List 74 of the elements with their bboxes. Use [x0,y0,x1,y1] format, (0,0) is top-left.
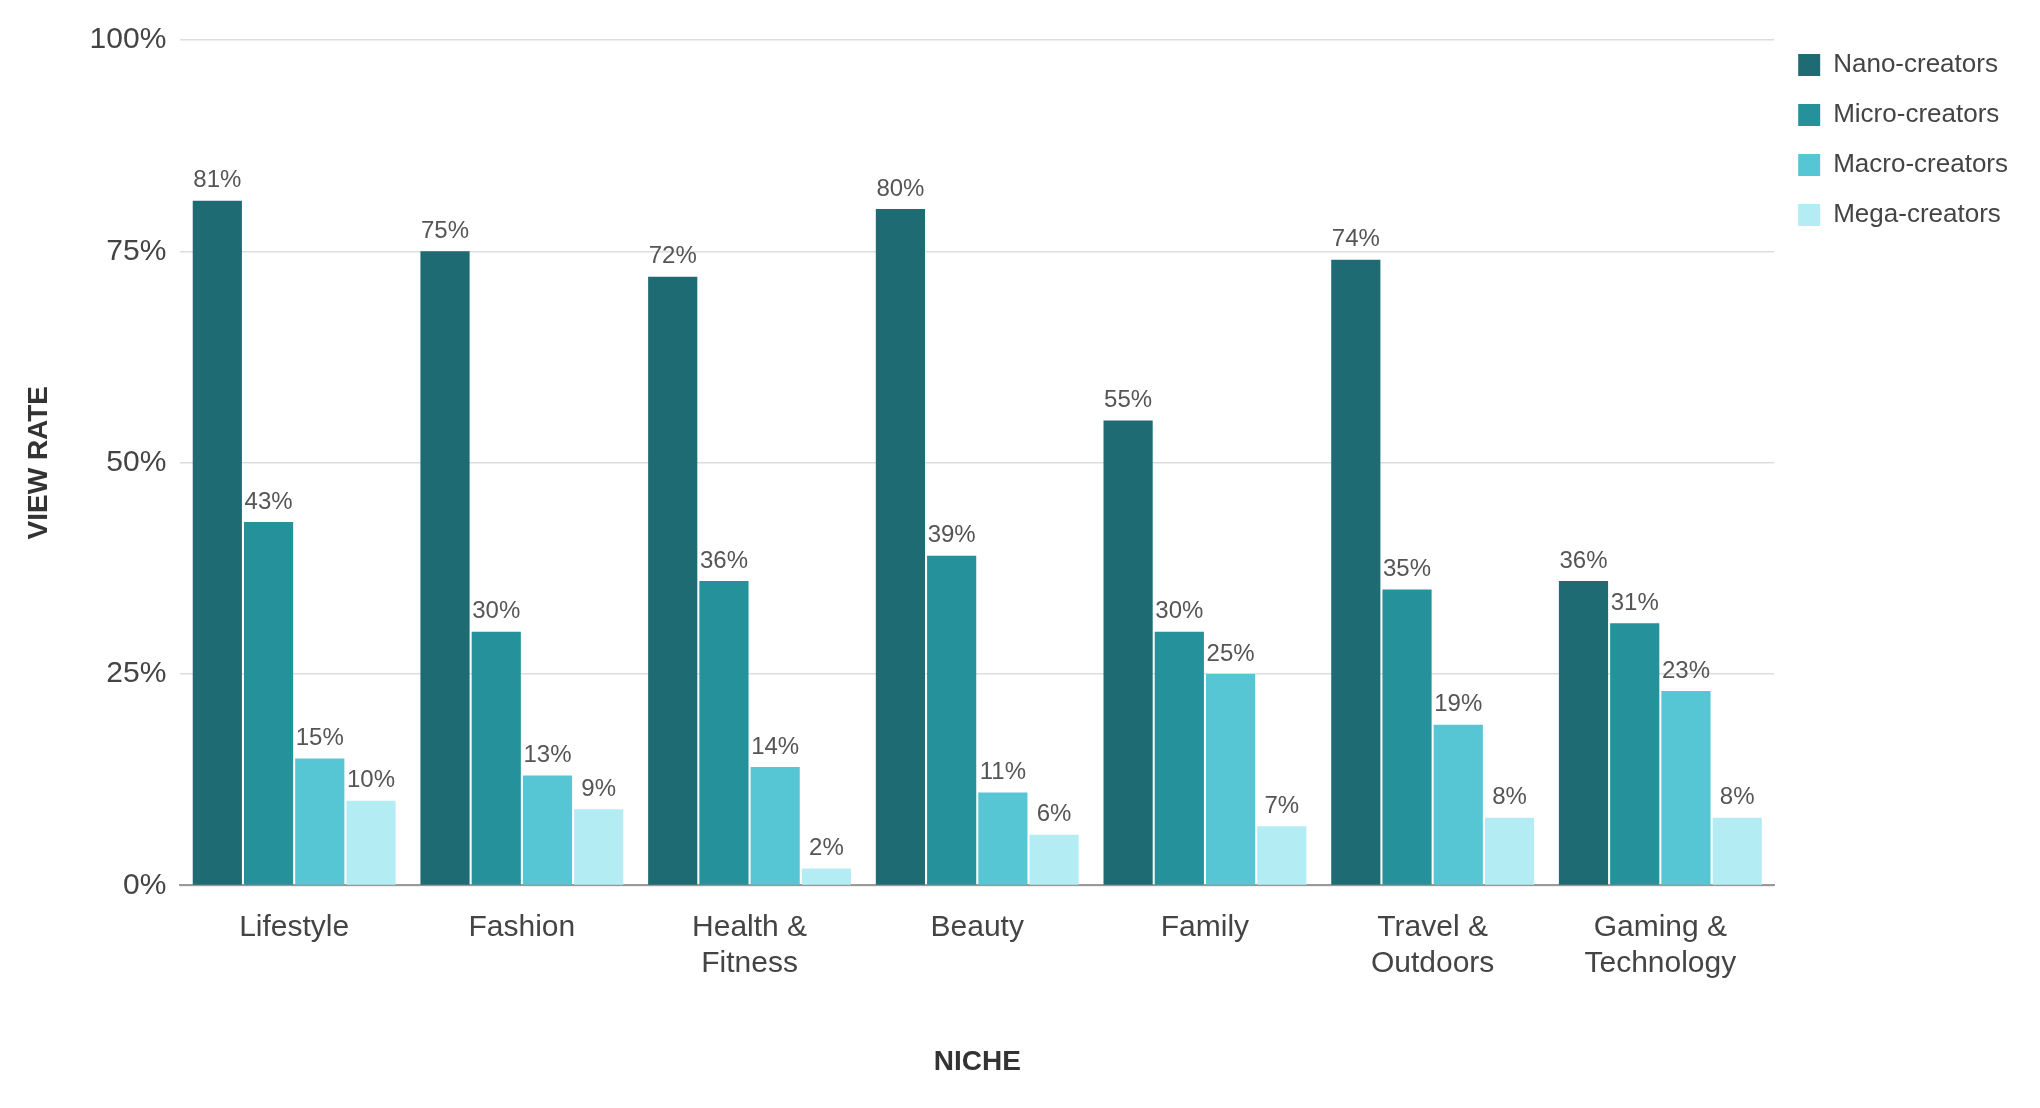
legend-label: Macro-creators [1833,148,2009,179]
bar [1103,420,1153,885]
y-tick-label: 100% [89,21,167,55]
data-label: 19% [1434,689,1483,717]
y-tick-label: 50% [106,443,167,477]
data-label: 10% [347,765,396,793]
y-tick-label: 0% [122,866,167,900]
bar [420,251,470,885]
bar [978,792,1028,885]
data-label: 7% [1264,790,1300,818]
bar [1029,834,1079,885]
data-label: 36% [699,545,748,573]
data-label: 11% [979,757,1027,785]
bar [1484,817,1535,885]
data-label: 72% [648,241,697,269]
data-label: 39% [927,520,976,548]
bar [522,775,573,885]
x-tick-label: Fashion [468,908,576,942]
legend-label: Nano-creators [1833,48,1998,79]
bar [1433,724,1483,885]
bar [346,800,396,885]
bar [1382,589,1432,885]
bar [750,767,800,885]
bar [1610,623,1660,885]
x-tick-label: Gaming & Technology [1584,908,1737,978]
data-label: 55% [1104,385,1153,413]
data-label: 6% [1036,799,1072,827]
bar [801,868,851,885]
data-label: 8% [1719,782,1755,810]
bar [1205,674,1256,885]
data-label: 9% [581,773,617,801]
x-tick-label: Beauty [930,908,1024,942]
bar [192,200,242,885]
bar [295,758,345,885]
y-tick-label: 75% [106,232,167,266]
data-label: 13% [523,740,572,768]
data-label: 14% [751,731,800,759]
legend-label: Mega-creators [1833,198,2001,229]
bar [1331,259,1381,885]
data-label: 35% [1383,554,1432,582]
y-axis-title: VIEW RATE [21,385,53,540]
x-tick-label: Travel & Outdoors [1370,908,1495,978]
bar [699,581,749,885]
data-label: 23% [1661,655,1710,683]
data-label: 25% [1206,638,1255,666]
data-label: 43% [244,486,293,514]
data-label: 15% [295,723,344,751]
bar [471,631,521,885]
data-label: 81% [193,165,242,193]
x-axis-title: NICHE [933,1044,1021,1076]
bar [648,276,698,885]
bar [1154,631,1204,885]
x-tick-label: Health & Fitness [692,908,808,978]
y-tick-label: 25% [106,655,167,689]
data-label: 74% [1331,224,1380,252]
data-label: 2% [809,833,844,861]
data-label: 36% [1559,545,1608,573]
bar [1558,581,1609,885]
bar [243,521,294,885]
data-label: 30% [472,596,521,624]
bar [875,209,925,885]
x-tick-label: Lifestyle [239,908,350,942]
data-label: 30% [1155,596,1204,624]
bar [574,809,624,885]
data-label: 31% [1610,587,1659,615]
data-label: 75% [421,215,470,243]
x-tick-label: Family [1160,908,1250,942]
bar [1661,690,1711,885]
bar [1712,817,1762,885]
data-label: 80% [876,173,925,201]
bar [927,555,977,885]
bar [1257,826,1307,885]
data-label: 8% [1492,782,1527,810]
legend-label: Micro-creators [1833,98,2000,129]
